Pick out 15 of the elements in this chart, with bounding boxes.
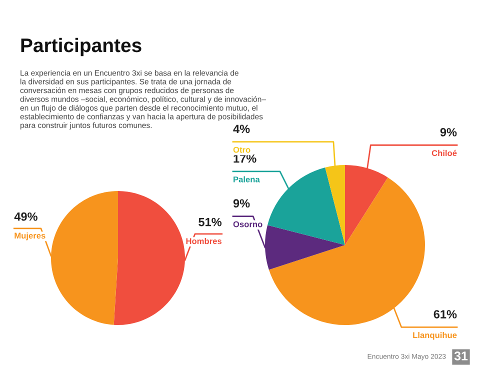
- data-label: 9%: [440, 128, 457, 136]
- slice-label: Hombres: [186, 238, 222, 244]
- slice-label: Otro: [233, 146, 250, 153]
- data-label: 9%: [233, 199, 250, 208]
- slice-label: Chiloé: [432, 150, 457, 156]
- data-label: 51%: [198, 218, 222, 226]
- chart-title: Participantes: [21, 38, 142, 56]
- slice-label: Llanquihue: [413, 332, 457, 340]
- text: 31: [454, 352, 468, 360]
- data-label: 4%: [233, 124, 250, 134]
- data-label: 49%: [14, 212, 38, 221]
- slice-label: Osorno: [233, 221, 262, 228]
- data-label: 61%: [434, 310, 457, 318]
- slice-label: Palena: [234, 176, 260, 182]
- slice-label: Mujeres: [14, 232, 46, 240]
